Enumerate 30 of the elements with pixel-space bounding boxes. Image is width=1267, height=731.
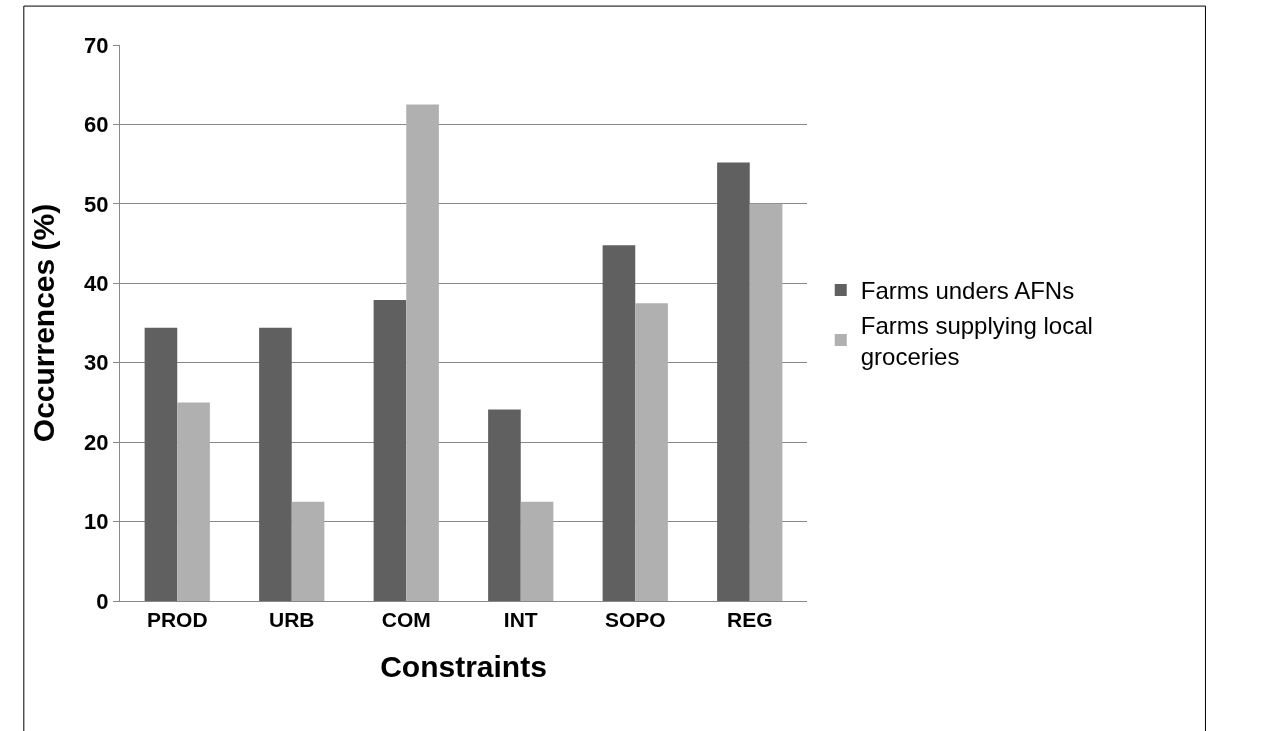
x-tick-label: REG [726, 608, 773, 632]
y-tick-label: 20 [84, 429, 109, 455]
bar [717, 162, 750, 601]
bar [488, 409, 521, 601]
x-tick-label: PROD [146, 608, 208, 632]
legend-label: Farms supplying local groceries [860, 311, 1093, 370]
bar [602, 245, 636, 601]
y-tick-label: 30 [84, 350, 109, 376]
x-tick-label: COM [381, 608, 431, 632]
y-tick-label: 70 [84, 32, 109, 58]
x-tick-label: INT [503, 608, 538, 632]
y-tick-label: 60 [84, 112, 109, 138]
bar [520, 501, 554, 601]
y-tick-label: 0 [96, 588, 109, 614]
y-axis-title: Occurrences (%) [27, 203, 61, 443]
bar [259, 327, 292, 601]
x-tick-label: SOPO [604, 608, 666, 632]
bar [144, 327, 178, 601]
x-tick-label: URB [269, 608, 315, 632]
y-tick-label: 40 [84, 270, 109, 296]
y-tick-label: 10 [84, 509, 109, 535]
bar [177, 402, 210, 601]
bar [635, 303, 668, 601]
legend-label: Farms unders AFNs [860, 277, 1075, 305]
bar [291, 501, 325, 601]
bar [749, 203, 783, 601]
x-axis-title: Constraints [380, 649, 547, 683]
bar [373, 299, 407, 601]
y-tick-label: 50 [84, 191, 109, 217]
bar [406, 104, 439, 601]
